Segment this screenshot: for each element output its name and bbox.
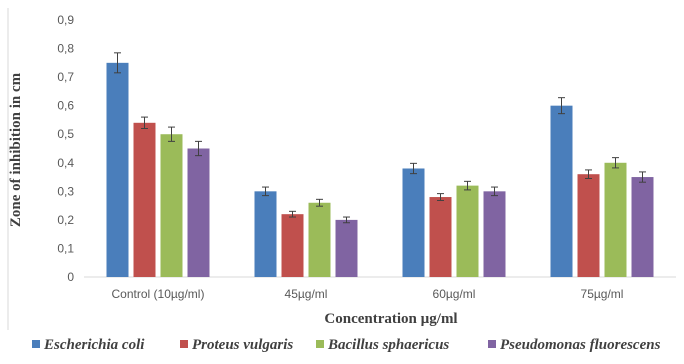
x-tick-label: 75µg/ml (581, 287, 624, 301)
bar (429, 197, 452, 277)
bar (604, 162, 627, 277)
y-tick-label: 0,9 (57, 13, 74, 27)
y-axis-ticks: 0 0,1 0,2 0,3 0,4 0,5 0,6 0,7 0,8 0,9 (57, 13, 74, 284)
x-axis-title: Concentration µg/ml (324, 311, 457, 327)
y-tick-label: 0,2 (57, 213, 74, 227)
legend-label: Bacillus sphaericus (327, 337, 449, 353)
y-tick-label: 0,1 (57, 241, 74, 255)
legend-label: Proteus vulgaris (192, 337, 293, 353)
y-axis-title: Zone of inhibition in cm (8, 72, 24, 227)
x-axis-ticks: Control (10µg/ml) 45µg/ml 60µg/ml 75µg/ml (112, 287, 624, 301)
bar (308, 202, 331, 277)
y-tick-label: 0,7 (57, 70, 74, 84)
bar (550, 105, 573, 278)
bar (402, 168, 425, 277)
bar (187, 148, 210, 277)
x-tick-label: Control (10µg/ml) (112, 287, 205, 301)
y-tick-label: 0,5 (57, 127, 74, 141)
bar (254, 191, 277, 277)
legend-swatch (180, 340, 188, 348)
bar (483, 191, 506, 277)
bar (133, 122, 156, 277)
bar (106, 62, 129, 278)
x-tick-label: 60µg/ml (433, 287, 476, 301)
bar (631, 177, 654, 277)
y-tick-label: 0,4 (57, 156, 74, 170)
legend: Escherichia coli Proteus vulgaris Bacillus… (32, 337, 661, 353)
bar (335, 219, 358, 277)
y-tick-label: 0,3 (57, 184, 74, 198)
y-tick-label: 0 (67, 270, 74, 284)
legend-swatch (488, 340, 496, 348)
bar (160, 134, 183, 277)
y-axis-title-group: Zone of inhibition in cm (8, 72, 24, 227)
legend-label: Escherichia coli (43, 337, 145, 353)
bar (577, 174, 600, 277)
bars-group (106, 62, 654, 278)
bar (456, 185, 479, 277)
legend-label: Pseudomonas fluorescens (500, 337, 661, 353)
y-tick-label: 0,6 (57, 99, 74, 113)
bar (281, 214, 304, 277)
x-tick-label: 45µg/ml (285, 287, 328, 301)
error-bars-group (114, 52, 646, 224)
y-tick-label: 0,8 (57, 42, 74, 56)
legend-swatch (32, 340, 40, 348)
legend-swatch (316, 340, 324, 348)
